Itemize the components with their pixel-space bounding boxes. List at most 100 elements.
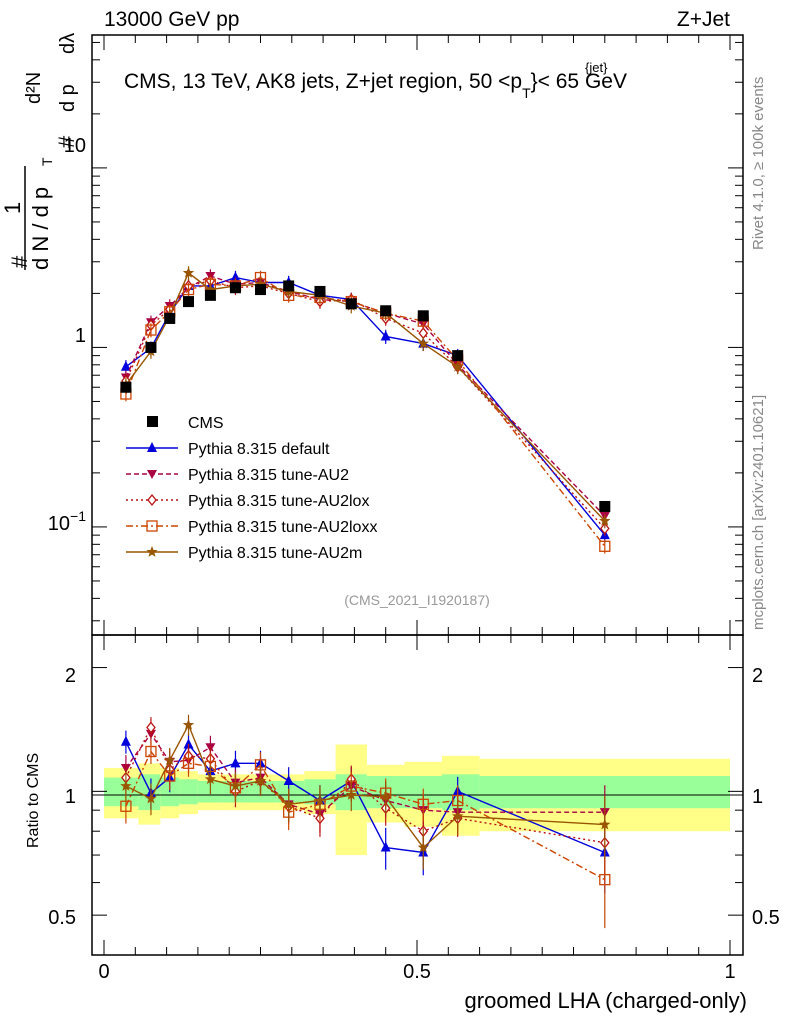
mcplots-label: mcplots.cern.ch [arXiv:2401.10621] (750, 395, 767, 630)
ratio-ytick-label-2: 2 (65, 665, 76, 687)
main-series-layer (120, 266, 611, 554)
analysis-id: (CMS_2021_I1920187) (344, 592, 490, 608)
point-au2m (417, 337, 429, 349)
series-line-au2lox (125, 280, 606, 529)
ratio-point-au2m (380, 790, 392, 802)
series-au2loxx (120, 270, 611, 554)
ratio-ytick-label-1: 1 (65, 786, 76, 808)
ylabel-T: T (39, 157, 55, 166)
legend-label-au2lox: Pythia 8.315 tune-AU2lox (188, 493, 369, 510)
point-au2loxx (599, 540, 611, 552)
legend-label-au2m: Pythia 8.315 tune-AU2m (188, 545, 362, 562)
ratio-ytick-label-0.5: 0.5 (48, 907, 76, 929)
point-cms (314, 285, 326, 297)
ratio-point-au2m (345, 789, 357, 800)
legend-marker-default (147, 442, 157, 452)
ratio-line-au2m (125, 723, 605, 849)
header-left: 13000 GeV pp (104, 8, 239, 31)
point-au2m (452, 360, 464, 372)
point-cms (283, 280, 295, 292)
point-default (380, 330, 391, 341)
ratio-point-au2lox (146, 721, 156, 734)
point-au2loxx (145, 324, 157, 336)
ratio-point-au2loxx (599, 873, 611, 886)
xtick-label-0.5: 0.5 (403, 961, 431, 983)
point-au2m (182, 266, 195, 278)
main-axis-ticks (92, 41, 743, 622)
ylabel-dN: d N / d p (28, 187, 53, 270)
point-cms (255, 284, 266, 296)
point-au2m (204, 283, 217, 295)
ytick-label-0.1: 10−1 (48, 508, 86, 535)
series-cms (120, 280, 611, 512)
point-default (230, 271, 241, 282)
x-axis-title: groomed LHA (charged-only) (465, 988, 747, 1013)
ratio-ytick-label-1-right: 1 (752, 786, 763, 808)
ratio-axis-ticks (92, 667, 743, 916)
legend-marker-au2lox (147, 493, 157, 507)
ratio-point-default (120, 735, 131, 746)
legend-label-au2: Pythia 8.315 tune-AU2 (188, 467, 349, 484)
ytick-label-1: 1 (75, 325, 86, 347)
point-default (120, 360, 131, 371)
ratio-point-au2m (417, 841, 429, 853)
legend: CMS Pythia 8.315 default Pythia 8.315 tu… (126, 415, 377, 562)
ratio-point-default (230, 757, 241, 768)
ratio-point-au2m (182, 719, 195, 730)
band-inner-segment (179, 779, 198, 805)
point-cms (380, 305, 392, 317)
ratio-series-layer (120, 714, 611, 929)
point-cms (599, 500, 611, 512)
ratio-line-au2loxx (125, 750, 606, 881)
ratio-point-au2m (229, 780, 242, 791)
chart-title-sup: {jet} (585, 60, 608, 75)
point-au2m (254, 278, 267, 289)
ratio-point-au2m (452, 810, 464, 822)
point-cms (417, 310, 429, 322)
series-line-au2m (125, 271, 606, 522)
point-cms (345, 298, 357, 310)
ratio-point-default (183, 738, 194, 749)
ratio-ytick-label-0.5-right: 0.5 (752, 907, 780, 929)
xtick-label-1: 1 (724, 961, 735, 983)
ratio-point-au2m (314, 794, 326, 806)
ratio-point-au2m (204, 773, 217, 785)
point-cms (183, 296, 195, 308)
ratio-series-default (120, 730, 610, 894)
ylabel-dpT: d p (57, 84, 79, 112)
ratio-point-au2loxx (145, 745, 157, 758)
point-au2loxx (182, 283, 195, 296)
legend-label-default: Pythia 8.315 default (188, 441, 330, 458)
point-cms (452, 350, 464, 362)
ylabel-dl: dλ (57, 33, 79, 54)
point-cms (204, 289, 216, 301)
legend-marker-au2 (147, 470, 157, 479)
ratio-line-au2lox (125, 725, 605, 844)
ratio-point-au2m (120, 780, 132, 791)
ratio-point-au2loxx (417, 798, 429, 810)
point-cms (120, 381, 132, 393)
ratio-point-default (380, 841, 391, 852)
ratio-point-au2m (164, 754, 176, 766)
point-cms (164, 312, 176, 324)
legend-marker-cms (147, 416, 158, 427)
legend-marker-au2m (146, 546, 158, 557)
legend-label-cms: CMS (188, 415, 224, 432)
ratio-line-au2 (125, 732, 605, 815)
point-au2lox (599, 522, 610, 535)
series-line-au2loxx (125, 276, 606, 547)
rivet-label: Rivet 4.1.0, ≥ 100k events (750, 77, 767, 250)
chart-title: CMS, 13 TeV, AK8 jets, Z+jet region, 50 … (124, 70, 627, 101)
ratio-point-au2loxx (182, 757, 195, 769)
x-axis-ticks (103, 35, 731, 955)
xtick-label-0: 0 (98, 961, 109, 983)
ytick-label-10: 10 (64, 135, 86, 157)
point-cms (145, 341, 157, 353)
legend-label-au2loxx: Pythia 8.315 tune-AU2loxx (188, 519, 377, 536)
ylabel-one: 1 (0, 202, 25, 214)
ratio-point-au2m (599, 818, 611, 830)
ratio-y-title: Ratio to CMS (25, 753, 42, 848)
point-au2m (599, 514, 611, 526)
ratio-line-default (125, 741, 606, 854)
